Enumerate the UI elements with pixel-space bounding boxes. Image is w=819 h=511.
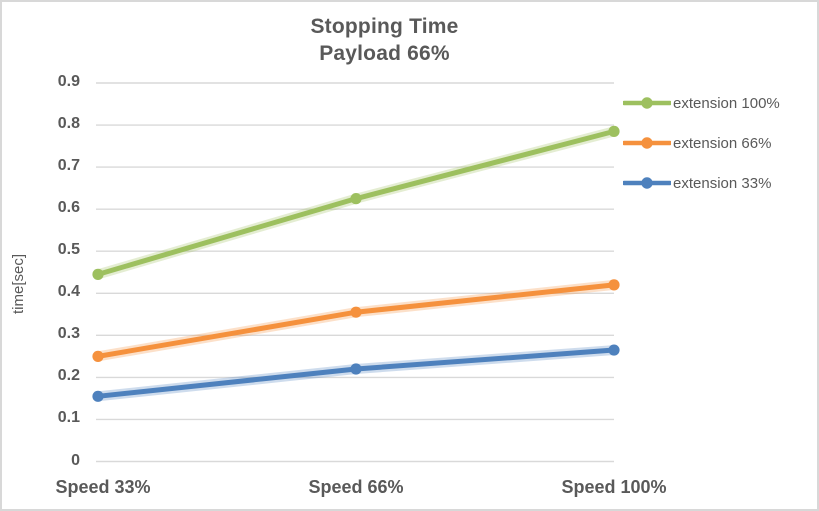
x-axis-tick-label: Speed 100% xyxy=(561,477,667,497)
legend-item-extension-100-: extension 100% xyxy=(623,83,817,123)
data-point-marker-extension-33- xyxy=(350,363,362,375)
data-point-marker-extension-33- xyxy=(92,390,104,402)
chart-title: Stopping Time xyxy=(310,15,459,38)
y-axis-tick-label: 0.4 xyxy=(57,283,80,301)
legend-line-marker-icon xyxy=(623,97,671,109)
legend: extension 100% extension 66% extension 33% xyxy=(623,83,817,203)
legend-label: extension 33% xyxy=(673,174,772,192)
chart-subtitle: Payload 66% xyxy=(319,42,450,65)
data-point-marker-extension-100- xyxy=(608,125,620,137)
x-axis-tick-label: Speed 33% xyxy=(55,477,151,497)
data-point-marker-extension-100- xyxy=(350,193,362,205)
data-point-marker-extension-33- xyxy=(608,344,620,356)
y-axis-tick-label: 0 xyxy=(71,451,80,469)
chart-title-block: Stopping Time Payload 66% xyxy=(2,13,767,67)
legend-line-marker-icon xyxy=(623,137,671,149)
y-axis-tick-label: 0.6 xyxy=(57,199,80,217)
legend-label: extension 66% xyxy=(673,134,772,152)
x-axis-tick-label: Speed 66% xyxy=(308,477,404,497)
legend-item-extension-66-: extension 66% xyxy=(623,123,817,163)
y-axis-tick-label: 0.2 xyxy=(57,367,80,385)
y-axis-tick-label: 0.3 xyxy=(57,325,80,343)
legend-item-extension-33-: extension 33% xyxy=(623,163,817,203)
data-point-marker-extension-100- xyxy=(92,268,104,280)
y-axis-tick-label: 0.7 xyxy=(57,157,80,175)
y-axis-tick-label: 0.8 xyxy=(57,115,80,133)
data-point-marker-extension-66- xyxy=(608,279,620,291)
y-axis-tick-label: 0.1 xyxy=(57,409,80,427)
data-point-marker-extension-66- xyxy=(92,350,104,362)
y-axis-tick-label: 0.5 xyxy=(57,241,80,259)
data-point-marker-extension-66- xyxy=(350,306,362,318)
legend-line-marker-icon xyxy=(623,177,671,189)
legend-label: extension 100% xyxy=(673,94,780,112)
y-axis-tick-label: 0.9 xyxy=(57,73,80,90)
